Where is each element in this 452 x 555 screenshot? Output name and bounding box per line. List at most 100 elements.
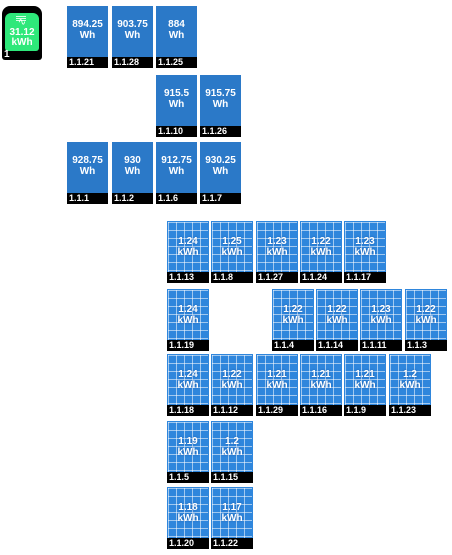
panel-energy-value: 1.2 kWh xyxy=(221,436,243,458)
panel-cell-grid xyxy=(168,222,208,272)
panel-cell-grid xyxy=(301,222,341,272)
optimizer-id: 1.1.7 xyxy=(200,193,241,204)
panel-id: 1.1.19 xyxy=(167,340,209,351)
panel-tile[interactable]: 1.21 kWh 1.1.16 xyxy=(300,354,342,416)
panel-energy-value: 1.21 kWh xyxy=(310,369,332,391)
panel-cell-grid xyxy=(257,222,297,272)
optimizer-energy-value: 884 Wh xyxy=(168,19,185,41)
panel-energy-value: 1.22 kWh xyxy=(326,304,348,326)
optimizer-tile[interactable]: 903.75 Wh 1.1.28 xyxy=(112,6,153,68)
optimizer-id: 1.1.28 xyxy=(112,57,153,68)
panel-tile[interactable]: 1.22 kWh 1.1.14 xyxy=(316,289,358,351)
optimizer-id: 1.1.2 xyxy=(112,193,153,204)
panel-tile[interactable]: 1.23 kWh 1.1.17 xyxy=(344,221,386,283)
panel-energy-value: 1.23 kWh xyxy=(370,304,392,326)
inverter-tile[interactable]: ∿ 31.12 kWh 1 xyxy=(2,6,42,60)
optimizer-energy-value: 915.5 Wh xyxy=(163,88,190,110)
panel-tile[interactable]: 1.24 kWh 1.1.18 xyxy=(167,354,209,416)
panel-cell-grid xyxy=(168,355,208,405)
panel-tile[interactable]: 1.22 kWh 1.1.4 xyxy=(272,289,314,351)
panel-cell-grid xyxy=(345,222,385,272)
optimizer-energy-value: 915.75 Wh xyxy=(205,88,236,110)
panel-tile[interactable]: 1.24 kWh 1.1.19 xyxy=(167,289,209,351)
optimizer-tile[interactable]: 915.5 Wh 1.1.10 xyxy=(156,75,197,137)
panel-tile[interactable]: 1.21 kWh 1.1.29 xyxy=(256,354,298,416)
panel-energy-value: 1.22 kWh xyxy=(221,369,243,391)
optimizer-tile[interactable]: 884 Wh 1.1.25 xyxy=(156,6,197,68)
panel-id: 1.1.9 xyxy=(344,405,386,416)
optimizer-energy-value: 930.25 Wh xyxy=(205,155,236,177)
panel-id: 1.1.29 xyxy=(256,405,298,416)
panel-id: 1.1.15 xyxy=(211,472,253,483)
panel-tile[interactable]: 1.22 kWh 1.1.24 xyxy=(300,221,342,283)
panel-id: 1.1.12 xyxy=(211,405,253,416)
panel-energy-value: 1.22 kWh xyxy=(282,304,304,326)
panel-energy-value: 1.21 kWh xyxy=(354,369,376,391)
panel-tile[interactable]: 1.23 kWh 1.1.27 xyxy=(256,221,298,283)
panel-id: 1.1.17 xyxy=(344,272,386,283)
optimizer-tile[interactable]: 930.25 Wh 1.1.7 xyxy=(200,142,241,204)
panel-tile[interactable]: 1.17 kWh 1.1.22 xyxy=(211,487,253,549)
optimizer-tile[interactable]: 928.75 Wh 1.1.1 xyxy=(67,142,108,204)
panel-energy-value: 1.17 kWh xyxy=(221,502,243,524)
optimizer-energy-value: 903.75 Wh xyxy=(117,19,148,41)
panel-cell-grid xyxy=(301,355,341,405)
panel-tile[interactable]: 1.22 kWh 1.1.12 xyxy=(211,354,253,416)
panel-energy-value: 1.24 kWh xyxy=(177,369,199,391)
panel-energy-value: 1.22 kWh xyxy=(310,236,332,258)
optimizer-id: 1.1.1 xyxy=(67,193,108,204)
panel-energy-value: 1.25 kWh xyxy=(221,236,243,258)
optimizer-energy-value: 912.75 Wh xyxy=(161,155,192,177)
panel-cell-grid xyxy=(168,488,208,538)
panel-energy-value: 1.19 kWh xyxy=(177,436,199,458)
panel-energy-value: 1.21 kWh xyxy=(266,369,288,391)
optimizer-energy-value: 928.75 Wh xyxy=(72,155,103,177)
panel-tile[interactable]: 1.25 kWh 1.1.8 xyxy=(211,221,253,283)
sine-wave-icon: ∿ xyxy=(17,17,27,28)
panel-energy-value: 1.2 kWh xyxy=(399,369,421,391)
panel-energy-value: 1.23 kWh xyxy=(266,236,288,258)
optimizer-id: 1.1.26 xyxy=(200,126,241,137)
panel-id: 1.1.13 xyxy=(167,272,209,283)
panel-energy-value: 1.22 kWh xyxy=(415,304,437,326)
optimizer-tile[interactable]: 930 Wh 1.1.2 xyxy=(112,142,153,204)
panel-cell-grid xyxy=(406,290,446,340)
optimizer-id: 1.1.10 xyxy=(156,126,197,137)
optimizer-energy-value: 894.25 Wh xyxy=(72,19,103,41)
optimizer-tile[interactable]: 915.75 Wh 1.1.26 xyxy=(200,75,241,137)
optimizer-id: 1.1.21 xyxy=(67,57,108,68)
panel-tile[interactable]: 1.19 kWh 1.1.5 xyxy=(167,421,209,483)
panel-cell-grid xyxy=(257,355,297,405)
panel-id: 1.1.20 xyxy=(167,538,209,549)
optimizer-energy-value: 930 Wh xyxy=(124,155,141,177)
panel-tile[interactable]: 1.2 kWh 1.1.23 xyxy=(389,354,431,416)
panel-id: 1.1.5 xyxy=(167,472,209,483)
panel-cell-grid xyxy=(212,488,252,538)
panel-cell-grid xyxy=(273,290,313,340)
panel-cell-grid xyxy=(212,222,252,272)
panel-tile[interactable]: 1.22 kWh 1.1.3 xyxy=(405,289,447,351)
optimizer-tile[interactable]: 894.25 Wh 1.1.21 xyxy=(67,6,108,68)
panel-cell-grid xyxy=(168,422,208,472)
inverter-display: ∿ 31.12 kWh xyxy=(5,13,39,51)
panel-tile[interactable]: 1.2 kWh 1.1.15 xyxy=(211,421,253,483)
panel-id: 1.1.18 xyxy=(167,405,209,416)
panel-id: 1.1.14 xyxy=(316,340,358,351)
panel-id: 1.1.11 xyxy=(360,340,402,351)
panel-tile[interactable]: 1.21 kWh 1.1.9 xyxy=(344,354,386,416)
panel-tile[interactable]: 1.18 kWh 1.1.20 xyxy=(167,487,209,549)
panel-energy-value: 1.24 kWh xyxy=(177,304,199,326)
panel-id: 1.1.24 xyxy=(300,272,342,283)
panel-id: 1.1.22 xyxy=(211,538,253,549)
panel-id: 1.1.3 xyxy=(405,340,447,351)
panel-cell-grid xyxy=(345,355,385,405)
panel-cell-grid xyxy=(390,355,430,405)
panel-tile[interactable]: 1.23 kWh 1.1.11 xyxy=(360,289,402,351)
panel-cell-grid xyxy=(317,290,357,340)
panel-tile[interactable]: 1.24 kWh 1.1.13 xyxy=(167,221,209,283)
inverter-id: 1 xyxy=(4,49,10,60)
optimizer-tile[interactable]: 912.75 Wh 1.1.6 xyxy=(156,142,197,204)
panel-id: 1.1.27 xyxy=(256,272,298,283)
panel-cell-grid xyxy=(168,290,208,340)
panel-energy-value: 1.24 kWh xyxy=(177,236,199,258)
